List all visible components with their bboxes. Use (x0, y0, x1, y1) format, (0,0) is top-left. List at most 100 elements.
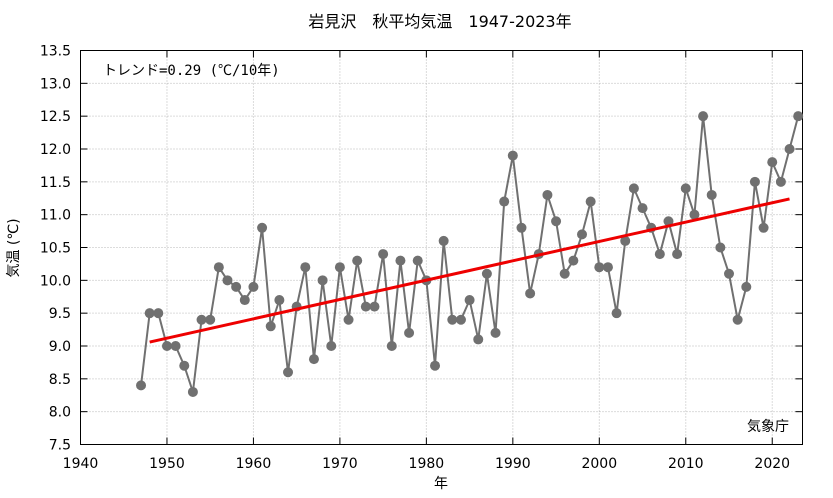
data-point (179, 360, 190, 371)
y-tick-label: 8.5 (49, 372, 71, 388)
x-tick-label: 1990 (495, 456, 531, 472)
data-point (758, 222, 769, 233)
data-point (620, 235, 631, 246)
data-point (637, 203, 648, 214)
data-point (672, 249, 683, 260)
data-point (749, 176, 760, 187)
x-tick-label: 1950 (149, 456, 185, 472)
x-tick-label: 1960 (236, 456, 272, 472)
y-tick-label: 10.5 (40, 241, 71, 257)
data-point (352, 255, 363, 266)
x-axis-label: 年 (434, 476, 448, 492)
data-point (378, 249, 389, 260)
data-point (205, 314, 216, 325)
data-point (239, 295, 250, 306)
grid (80, 50, 803, 445)
data-point (153, 308, 164, 319)
x-tick-label: 1940 (63, 456, 99, 472)
data-point (741, 281, 752, 292)
data-point (248, 281, 259, 292)
series-line (140, 115, 800, 393)
data-point (430, 360, 441, 371)
data-point (283, 367, 294, 378)
data-point (481, 268, 492, 279)
y-tick-label: 11.5 (40, 175, 71, 191)
data-point (343, 314, 354, 325)
data-point (326, 341, 337, 351)
x-tick-label: 2010 (668, 456, 704, 472)
y-tick-label: 12.5 (40, 109, 71, 125)
data-point (715, 242, 726, 253)
y-tick-label: 12.0 (40, 142, 71, 158)
data-point (559, 268, 570, 279)
data-point (628, 183, 639, 194)
data-point (144, 308, 155, 319)
series-observed (136, 111, 804, 397)
data-point (568, 255, 579, 266)
data-point (317, 275, 328, 286)
credit-label: 気象庁 (747, 419, 789, 435)
data-point (395, 255, 406, 266)
data-point (525, 288, 536, 299)
data-point (300, 262, 311, 273)
data-point (161, 341, 172, 351)
data-point (308, 354, 319, 365)
data-point (499, 196, 510, 207)
trend-annotation: トレンド=0.29 (℃/10年) (103, 63, 280, 79)
data-point (196, 314, 207, 325)
data-point (455, 314, 466, 325)
trend-line (149, 197, 790, 344)
data-point (680, 183, 691, 194)
y-tick-label: 9.5 (49, 306, 71, 322)
data-point (386, 341, 397, 351)
y-tick-label: 13.0 (40, 76, 71, 92)
data-point (585, 196, 596, 207)
data-point (577, 229, 588, 240)
data-point (775, 176, 786, 187)
y-axis: 7.5 8.0 8.5 9.0 9.5 10.0 10.5 11.0 11.5 12.0 12.5 1… (40, 44, 803, 454)
data-point (360, 301, 371, 312)
data-point (507, 150, 518, 161)
data-point (170, 341, 181, 351)
data-point (438, 235, 449, 246)
data-point (490, 327, 501, 338)
x-tick-label: 1980 (409, 456, 445, 472)
y-tick-label: 9.0 (49, 339, 71, 355)
data-point (187, 386, 198, 397)
data-point (654, 249, 665, 260)
data-point (663, 216, 674, 227)
data-point (464, 295, 475, 306)
y-tick-label: 11.0 (40, 208, 71, 224)
data-point (594, 262, 605, 273)
data-point (793, 111, 804, 122)
data-point (542, 189, 553, 200)
data-point (602, 262, 613, 273)
data-point (516, 222, 527, 233)
data-point (551, 216, 562, 227)
data-point (404, 327, 415, 338)
data-point (689, 209, 700, 220)
data-point (274, 295, 285, 306)
y-tick-label: 7.5 (49, 438, 71, 454)
data-point (412, 255, 423, 266)
y-tick-label: 8.0 (49, 405, 71, 421)
y-axis-label: 気温 (℃) (6, 218, 22, 277)
data-point (724, 268, 735, 279)
data-point (473, 334, 484, 345)
y-tick-label: 10.0 (40, 273, 71, 289)
y-tick-label: 13.5 (40, 44, 71, 60)
data-point (447, 314, 458, 325)
x-tick-label: 2020 (754, 456, 790, 472)
data-point (265, 321, 276, 332)
x-tick-label: 2000 (581, 456, 617, 472)
data-point (334, 262, 345, 273)
data-point (706, 189, 717, 200)
chart-title: 岩見沢 秋平均気温 1947-2023年 (308, 12, 571, 31)
data-point (369, 301, 380, 312)
data-point (767, 157, 778, 168)
data-point (136, 380, 147, 391)
data-point (257, 222, 268, 233)
data-point (611, 308, 622, 319)
data-point (222, 275, 233, 286)
